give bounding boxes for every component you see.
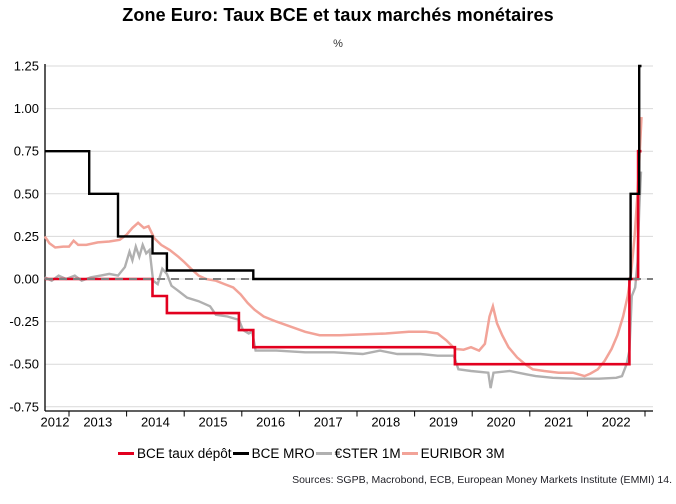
x-tick-label: 2022 bbox=[602, 415, 631, 430]
chart-legend: BCE taux dépôt BCE MRO €STER 1M EURIBOR 3M bbox=[118, 446, 506, 461]
y-tick-label: 0.00 bbox=[14, 272, 39, 287]
x-tick-label: 2018 bbox=[371, 415, 400, 430]
y-axis-unit-label: % bbox=[333, 38, 343, 50]
x-tick-label: 2015 bbox=[199, 415, 228, 430]
x-tick-label: 2016 bbox=[256, 415, 285, 430]
y-tick-label: -0.25 bbox=[9, 314, 39, 329]
chart-title: Zone Euro: Taux BCE et taux marchés moné… bbox=[122, 5, 554, 25]
x-tick-label: 2012 bbox=[41, 415, 70, 430]
y-tick-label: -0.75 bbox=[9, 399, 39, 414]
legend-label: €STER 1M bbox=[334, 446, 401, 461]
x-tick-label: 2014 bbox=[141, 415, 170, 430]
x-tick-label: 2021 bbox=[544, 415, 573, 430]
legend-swatch bbox=[401, 452, 418, 455]
source-note: Sources: SGPB, Macrobond, ECB, European … bbox=[292, 474, 672, 486]
legend-item: EURIBOR 3M bbox=[401, 446, 505, 461]
x-tick-label: 2020 bbox=[487, 415, 516, 430]
legend-swatch bbox=[315, 452, 332, 455]
legend-item: €STER 1M bbox=[315, 446, 401, 461]
x-tick-label: 2013 bbox=[83, 415, 112, 430]
y-tick-label: 1.00 bbox=[14, 101, 39, 116]
legend-item: BCE MRO bbox=[232, 446, 315, 461]
y-tick-label: 1.25 bbox=[14, 59, 39, 74]
x-tick-label: 2019 bbox=[429, 415, 458, 430]
legend-swatch bbox=[118, 452, 134, 455]
series-line-bce-mro bbox=[44, 64, 642, 281]
y-tick-label: 0.25 bbox=[14, 229, 39, 244]
series-line--ster-1m bbox=[44, 171, 643, 389]
y-tick-label: -0.50 bbox=[9, 357, 39, 372]
legend-label: BCE MRO bbox=[251, 446, 315, 461]
legend-swatch bbox=[232, 452, 249, 455]
x-tick-label: 2017 bbox=[314, 415, 343, 430]
legend-label: BCE taux dépôt bbox=[137, 446, 232, 461]
series-line-euribor-3m bbox=[43, 117, 643, 378]
y-tick-label: 0.75 bbox=[14, 144, 39, 159]
y-tick-label: 0.50 bbox=[14, 186, 39, 201]
legend-item: BCE taux dépôt bbox=[118, 446, 232, 461]
legend-label: EURIBOR 3M bbox=[420, 446, 505, 461]
series-line-bce-taux-d-p-t bbox=[44, 149, 642, 366]
